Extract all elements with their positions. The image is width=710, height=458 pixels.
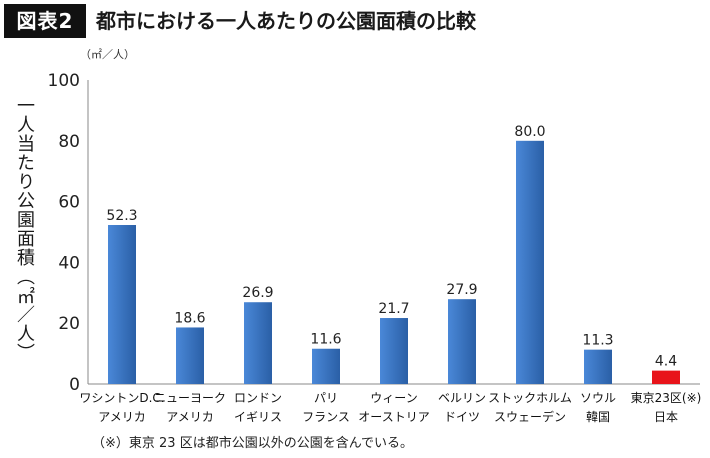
category-city-label: パリ: [314, 391, 338, 405]
category-country-label: ドイツ: [444, 410, 480, 424]
category-country-label: 韓国: [586, 410, 610, 424]
category-city-label: ストックホルム: [488, 391, 572, 405]
y-tick-label: 20: [58, 314, 80, 334]
bar: [516, 140, 544, 384]
chart-header: 図表2 都市における一人あたりの公園面積の比較: [4, 4, 704, 38]
data-label: 21.7: [378, 301, 409, 317]
category-labels: ワシントンD.C.アメリカニューヨークアメリカロンドンイギリスパリフランスウィー…: [79, 391, 701, 424]
category-city-label: ロンドン: [234, 391, 282, 405]
category-city-label: ベルリン: [438, 391, 486, 405]
bar: [448, 299, 476, 384]
bar: [312, 348, 340, 384]
bar: [584, 349, 612, 384]
category-city-label: ワシントンD.C.: [79, 391, 164, 405]
category-country-label: 日本: [654, 410, 678, 424]
category-city-label: ソウル: [580, 391, 616, 405]
category-city-label: 東京23区(※): [631, 391, 702, 405]
data-label: 80.0: [514, 124, 545, 140]
bar: [244, 302, 272, 384]
data-label: 11.3: [582, 333, 613, 349]
value-labels: 52.3 18.6 26.9 11.6 21.7 27.9 80.0 11.3 4.4: [106, 124, 677, 370]
category-country-label: スウェーデン: [494, 409, 566, 424]
bar: [652, 370, 680, 384]
y-tick-label: 80: [58, 132, 80, 152]
bar: [176, 327, 204, 384]
y-axis-label: 一人当たり公園面積（㎡／人）: [14, 96, 35, 362]
y-tick-label: 100: [48, 71, 80, 91]
data-label: 18.6: [174, 310, 205, 326]
category-city-label: ウィーン: [370, 391, 417, 405]
chart-title: 都市における一人あたりの公園面積の比較: [96, 9, 476, 33]
category-country-label: アメリカ: [98, 410, 145, 424]
bar: [108, 225, 136, 384]
category-country-label: フランス: [302, 410, 350, 424]
unit-label: （㎡／人）: [80, 48, 135, 61]
y-tick-label: 40: [58, 253, 80, 273]
data-label: 27.9: [446, 282, 477, 298]
y-tick-labels: 0 20 40 60 80 100: [48, 71, 80, 395]
bars: [108, 140, 680, 384]
category-country-label: アメリカ: [166, 410, 213, 424]
data-label: 11.6: [310, 332, 341, 348]
data-label: 4.4: [655, 354, 677, 370]
category-country-label: オーストリア: [358, 410, 429, 424]
data-label: 52.3: [106, 208, 137, 224]
y-tick-label: 60: [58, 193, 80, 213]
figure-badge: 図表2: [4, 4, 86, 38]
category-country-label: イギリス: [234, 410, 282, 424]
bar: [380, 318, 408, 384]
y-tick-label: 0: [69, 375, 80, 395]
data-label: 26.9: [242, 285, 273, 301]
footnote: （※）東京 23 区は都市公園以外の公園を含んでいる。: [92, 436, 414, 451]
category-city-label: ニューヨーク: [154, 391, 226, 405]
